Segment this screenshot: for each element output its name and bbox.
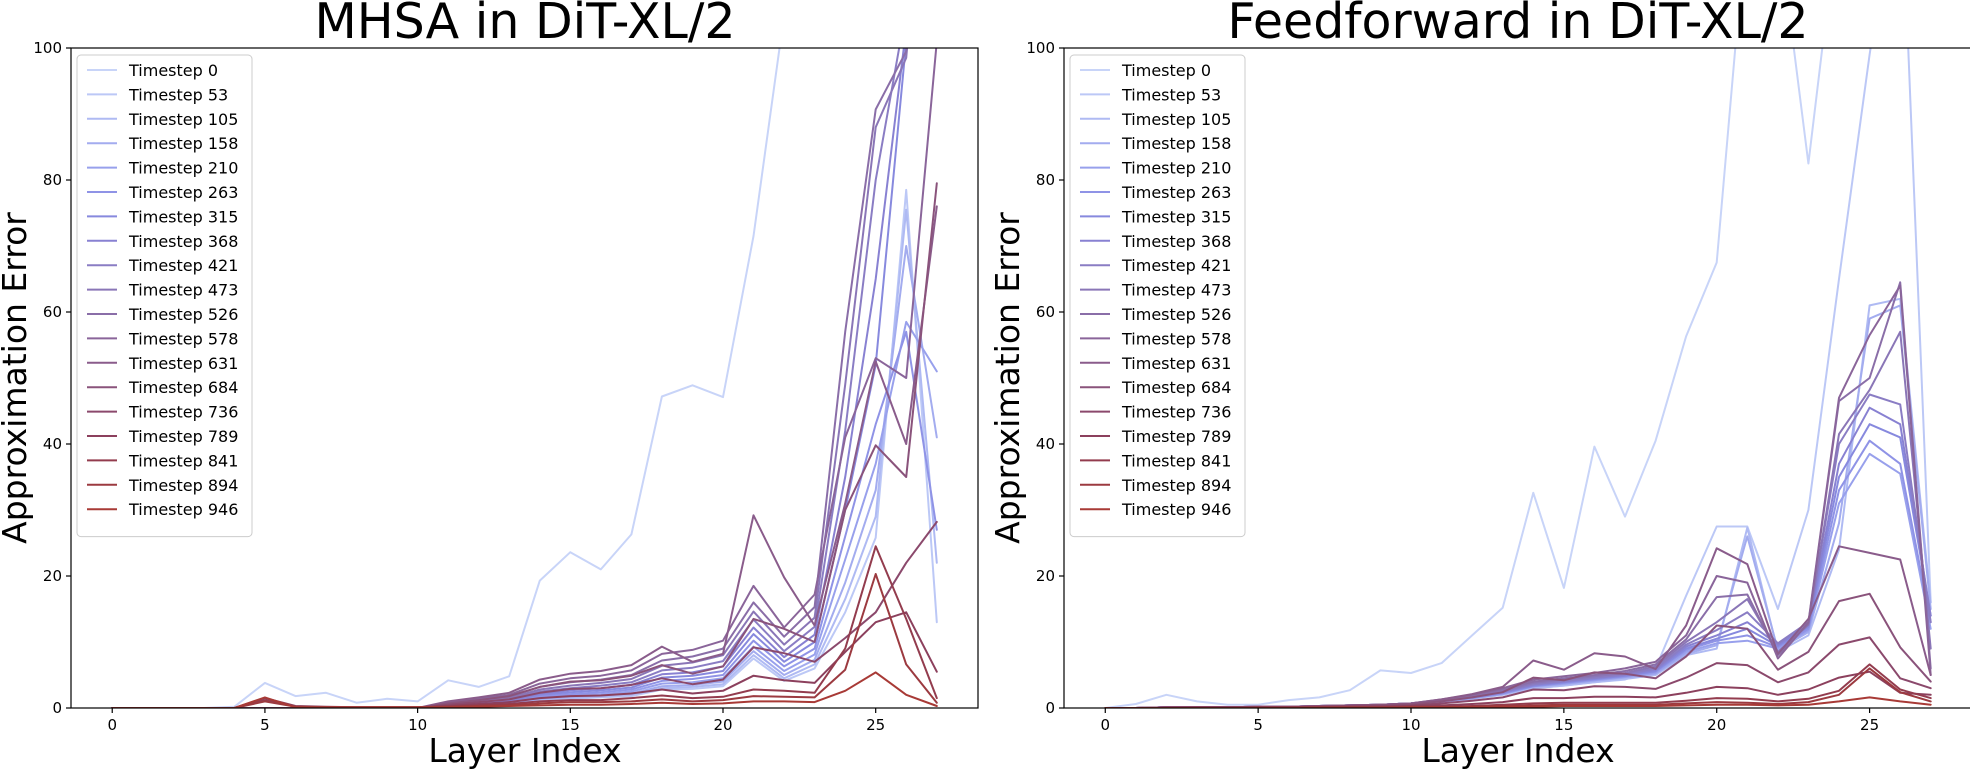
mhsa-panel: MHSA in DiT-XL/2 Layer Index Approximati…	[0, 0, 979, 770]
feedforward-series-18	[1104, 696, 1932, 708]
feedforward-legend-label-8: Timestep 421	[1121, 256, 1231, 275]
feedforward-xtick-label-1: 5	[1253, 716, 1263, 734]
mhsa-legend-label-4: Timestep 210	[128, 159, 238, 178]
feedforward-ticks: 0 5 10 15 20 25 0 20 40 60 80 100	[1026, 39, 1879, 734]
mhsa-legend-label-16: Timestep 841	[128, 451, 238, 470]
feedforward-legend: Timestep 0 Timestep 53 Timestep 105 Timeste…	[1069, 54, 1246, 538]
mhsa-legend-label-5: Timestep 263	[128, 183, 238, 202]
mhsa-legend-label-12: Timestep 631	[128, 354, 238, 373]
mhsa-ylabel: Approximation Error	[0, 212, 34, 544]
feedforward-legend-label-11: Timestep 578	[1121, 329, 1231, 348]
feedforward-legend-label-18: Timestep 946	[1121, 500, 1231, 519]
feedforward-xtick-label-0: 0	[1100, 716, 1110, 734]
mhsa-legend-label-0: Timestep 0	[128, 61, 218, 80]
feedforward-panel: Feedforward in DiT-XL/2 Layer Index Appr…	[988, 0, 1970, 770]
feedforward-xtick-label-3: 15	[1554, 716, 1573, 734]
feedforward-legend-label-7: Timestep 368	[1121, 232, 1231, 251]
mhsa-legend-label-1: Timestep 53	[128, 85, 228, 104]
feedforward-legend-label-17: Timestep 894	[1121, 476, 1231, 495]
mhsa-series-group	[111, 48, 938, 708]
mhsa-title: MHSA in DiT-XL/2	[314, 0, 735, 50]
mhsa-ytick-label-2: 40	[43, 435, 62, 453]
feedforward-legend-label-10: Timestep 526	[1121, 305, 1231, 324]
feedforward-ytick-label-5: 100	[1026, 39, 1055, 57]
mhsa-xtick-label-3: 15	[561, 716, 580, 734]
feedforward-ytick-label-3: 60	[1036, 303, 1055, 321]
feedforward-ylabel: Approximation Error	[988, 212, 1027, 544]
feedforward-legend-frame	[1069, 54, 1246, 538]
mhsa-legend-label-2: Timestep 105	[128, 110, 238, 129]
mhsa-xtick-label-0: 0	[107, 716, 117, 734]
feedforward-legend-label-13: Timestep 684	[1121, 378, 1231, 397]
mhsa-series-0	[111, 48, 781, 708]
feedforward-legend-label-3: Timestep 158	[1121, 134, 1231, 153]
mhsa-legend-label-18: Timestep 946	[128, 500, 238, 519]
mhsa-series-11	[111, 48, 938, 708]
feedforward-ytick-label-0: 0	[1045, 699, 1055, 717]
mhsa-series-9	[111, 48, 909, 708]
feedforward-series-group	[1104, 48, 1932, 708]
feedforward-plot-frame	[1063, 47, 1970, 709]
feedforward-legend-label-9: Timestep 473	[1121, 281, 1231, 300]
mhsa-ytick-label-5: 100	[33, 39, 62, 57]
mhsa-plot-frame	[70, 47, 979, 709]
feedforward-xtick-label-4: 20	[1707, 716, 1726, 734]
mhsa-legend-label-6: Timestep 315	[128, 207, 238, 226]
mhsa-legend-label-7: Timestep 368	[128, 232, 238, 251]
mhsa-xlabel: Layer Index	[428, 731, 621, 769]
mhsa-legend-frame	[76, 54, 253, 538]
feedforward-legend-label-1: Timestep 53	[1121, 85, 1221, 104]
mhsa-legend-label-15: Timestep 789	[128, 427, 238, 446]
mhsa-legend-label-11: Timestep 578	[128, 329, 238, 348]
mhsa-xtick-label-4: 20	[713, 716, 732, 734]
mhsa-ytick-label-1: 20	[43, 567, 62, 585]
mhsa-legend-label-10: Timestep 526	[128, 305, 238, 324]
feedforward-legend-label-0: Timestep 0	[1121, 61, 1211, 80]
feedforward-xtick-label-5: 25	[1860, 716, 1879, 734]
feedforward-legend-label-12: Timestep 631	[1121, 354, 1231, 373]
mhsa-series-18	[111, 671, 938, 708]
mhsa-ticks: 0 5 10 15 20 25 0 20 40 60 80 100	[33, 39, 885, 734]
mhsa-ytick-label-3: 60	[43, 303, 62, 321]
mhsa-legend-label-8: Timestep 421	[128, 256, 238, 275]
mhsa-legend-label-14: Timestep 736	[128, 403, 238, 422]
mhsa-legend-label-17: Timestep 894	[128, 476, 238, 495]
feedforward-legend-label-4: Timestep 210	[1121, 159, 1231, 178]
mhsa-ytick-label-4: 80	[43, 171, 62, 189]
feedforward-ytick-label-1: 20	[1036, 567, 1055, 585]
feedforward-legend-label-15: Timestep 789	[1121, 427, 1231, 446]
mhsa-xtick-label-2: 10	[408, 716, 427, 734]
mhsa-legend-label-3: Timestep 158	[128, 134, 238, 153]
mhsa-series-12	[111, 205, 938, 708]
feedforward-ytick-label-4: 80	[1036, 171, 1055, 189]
mhsa-legend: Timestep 0 Timestep 53 Timestep 105 Timeste…	[76, 54, 253, 538]
feedforward-ytick-label-2: 40	[1036, 435, 1055, 453]
feedforward-legend-label-2: Timestep 105	[1121, 110, 1231, 129]
feedforward-legend-label-16: Timestep 841	[1121, 451, 1231, 470]
feedforward-title: Feedforward in DiT-XL/2	[1227, 0, 1808, 50]
mhsa-series-17	[111, 573, 938, 708]
feedforward-xlabel: Layer Index	[1421, 731, 1614, 769]
mhsa-legend-label-13: Timestep 684	[128, 378, 238, 397]
mhsa-series-14	[111, 520, 938, 708]
mhsa-ytick-label-0: 0	[52, 699, 62, 717]
mhsa-xtick-label-5: 25	[866, 716, 885, 734]
feedforward-legend-label-14: Timestep 736	[1121, 403, 1231, 422]
feedforward-series-0	[1104, 48, 1824, 708]
feedforward-series-17	[1104, 667, 1932, 708]
feedforward-legend-label-6: Timestep 315	[1121, 207, 1231, 226]
mhsa-legend-label-9: Timestep 473	[128, 281, 238, 300]
mhsa-series-13	[111, 182, 938, 708]
feedforward-xtick-label-2: 10	[1401, 716, 1420, 734]
mhsa-xtick-label-1: 5	[260, 716, 270, 734]
feedforward-legend-label-5: Timestep 263	[1121, 183, 1231, 202]
